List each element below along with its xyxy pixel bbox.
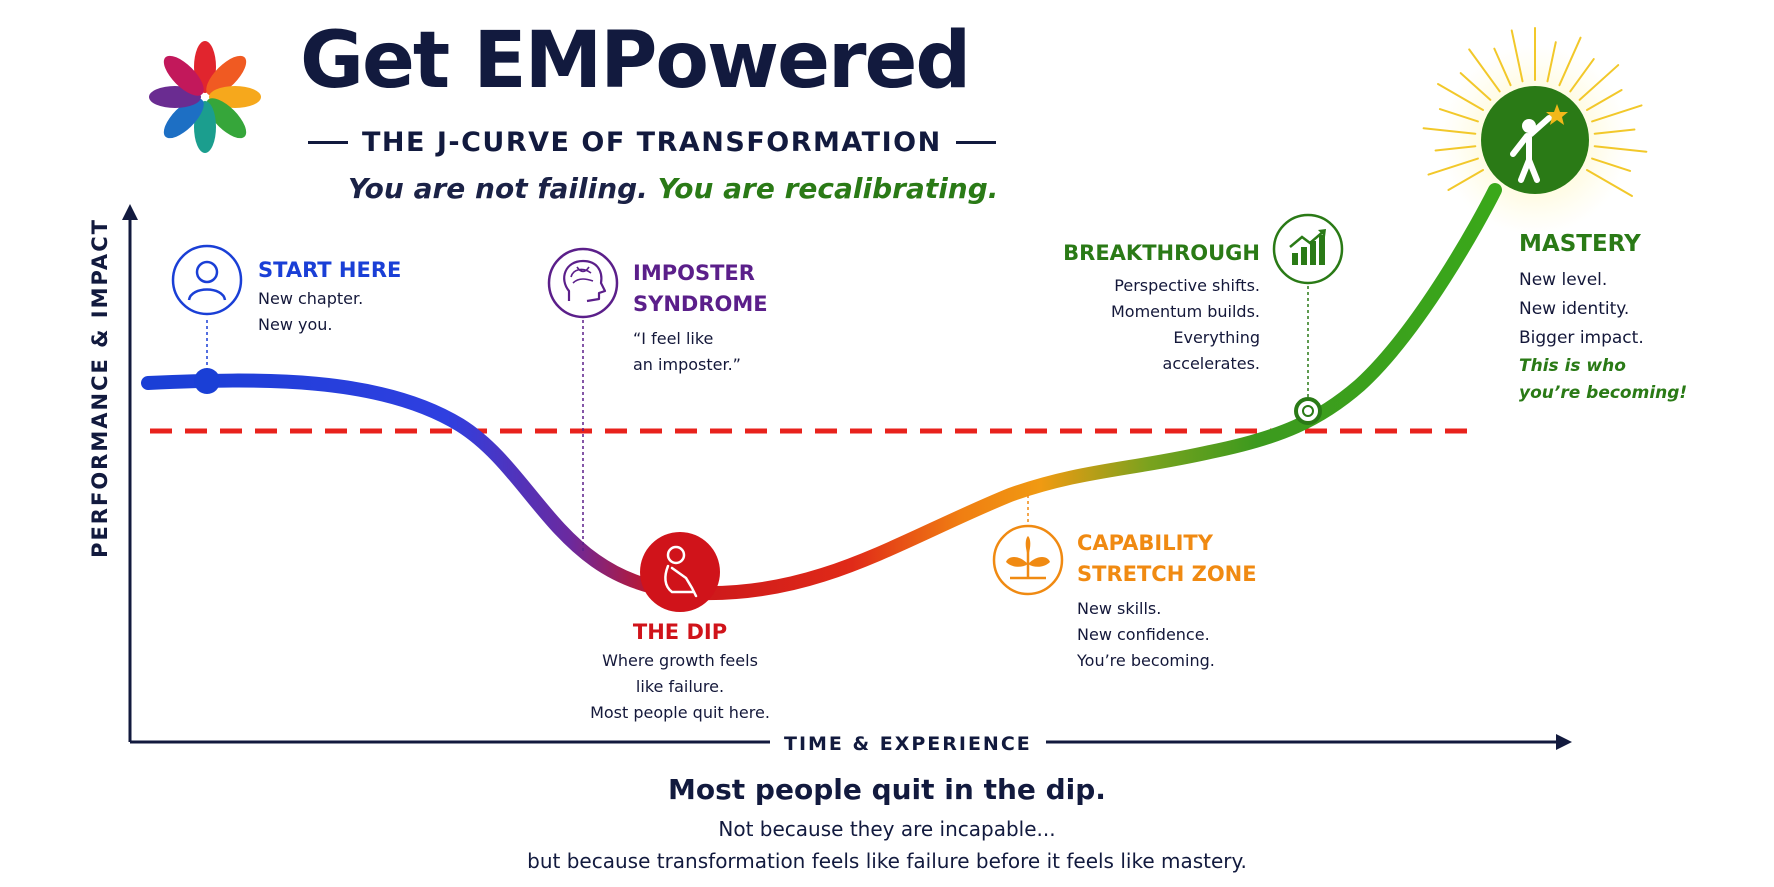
- start-title: START HERE: [258, 258, 402, 282]
- subtitle-rule-right: [955, 141, 996, 144]
- y-axis-label: PERFORMANCE & IMPACT: [88, 218, 112, 558]
- mastery-line-3: Bigger impact.: [1519, 328, 1644, 348]
- x-axis-label: TIME & EXPERIENCE: [770, 733, 1046, 755]
- mastery-title: MASTERY: [1519, 231, 1641, 257]
- sitting-person-icon: [640, 532, 720, 612]
- tagline-part-2: You are recalibrating.: [657, 172, 999, 205]
- breakthrough-stage: BREAKTHROUGH Perspective shifts. Momentu…: [1060, 238, 1260, 377]
- mastery-line-2: New identity.: [1519, 299, 1630, 319]
- reaching-star-icon: [1481, 86, 1589, 194]
- page-title: Get EMPowered: [300, 16, 971, 106]
- breakthrough-line-2: Momentum builds.: [1110, 302, 1260, 321]
- y-axis-arrow: [122, 204, 138, 220]
- breakthrough-line-1: Perspective shifts.: [1114, 276, 1260, 295]
- tagline-part-1: You are not failing.: [348, 172, 648, 205]
- capability-title-1: CAPABILITY: [1077, 531, 1213, 555]
- breakthrough-line-3: Everything: [1173, 328, 1260, 347]
- start-dot: [194, 368, 220, 394]
- dip-line-2: like failure.: [635, 677, 725, 696]
- person-icon: [171, 244, 243, 316]
- j-curve-line: [141, 183, 1502, 601]
- footer-line-2: but because transformation feels like fa…: [527, 849, 1247, 873]
- mastery-line-1: New level.: [1519, 270, 1608, 290]
- capability-stage: CAPABILITY STRETCH ZONE New skills. New …: [1077, 528, 1257, 674]
- sprout-icon: [992, 524, 1064, 596]
- footer-line-1: Not because they are incapable...: [718, 817, 1056, 841]
- tagline: You are not failing. You are recalibrati…: [348, 172, 998, 205]
- footer-headline: Most people quit in the dip.: [668, 773, 1106, 806]
- flower-logo-icon: [149, 41, 261, 153]
- brain-head-icon: [547, 247, 619, 319]
- dip-line-1: Where growth feels: [602, 651, 758, 670]
- start-line-1: New chapter.: [258, 289, 364, 308]
- imposter-title-1: IMPOSTER: [633, 261, 755, 285]
- page-subtitle: THE J-CURVE OF TRANSFORMATION: [362, 127, 942, 158]
- breakthrough-title: BREAKTHROUGH: [1063, 241, 1260, 265]
- start-stage: START HERE New chapter. New you.: [258, 255, 401, 338]
- imposter-title-2: SYNDROME: [633, 292, 768, 316]
- x-axis-arrow: [1556, 734, 1572, 750]
- breakthrough-line-4: accelerates.: [1162, 354, 1260, 373]
- capability-line-3: You’re becoming.: [1077, 651, 1215, 670]
- mastery-stage: MASTERY New level. New identity. Bigger …: [1519, 229, 1687, 407]
- capability-line-1: New skills.: [1077, 599, 1162, 618]
- capability-line-2: New confidence.: [1077, 625, 1210, 644]
- start-line-2: New you.: [258, 315, 333, 334]
- breakthrough-marker-inner: [1302, 405, 1314, 417]
- mastery-italic-1: This is who: [1519, 356, 1626, 376]
- imposter-line-1: “I feel like: [633, 329, 714, 348]
- subtitle-rule-left: [308, 141, 348, 144]
- subtitle-row: THE J-CURVE OF TRANSFORMATION: [308, 127, 996, 158]
- footer-text: Not because they are incapable... but be…: [0, 813, 1774, 877]
- dip-stage: THE DIP Where growth feels like failure.…: [560, 617, 800, 726]
- capability-title-2: STRETCH ZONE: [1077, 562, 1257, 586]
- dip-title: THE DIP: [632, 620, 728, 644]
- mastery-italic-2: you’re becoming!: [1519, 383, 1688, 403]
- dip-line-3: Most people quit here.: [590, 703, 770, 722]
- imposter-stage: IMPOSTER SYNDROME “I feel like an impost…: [633, 258, 768, 378]
- imposter-line-2: an imposter.”: [633, 355, 741, 374]
- growth-chart-icon: [1272, 213, 1344, 285]
